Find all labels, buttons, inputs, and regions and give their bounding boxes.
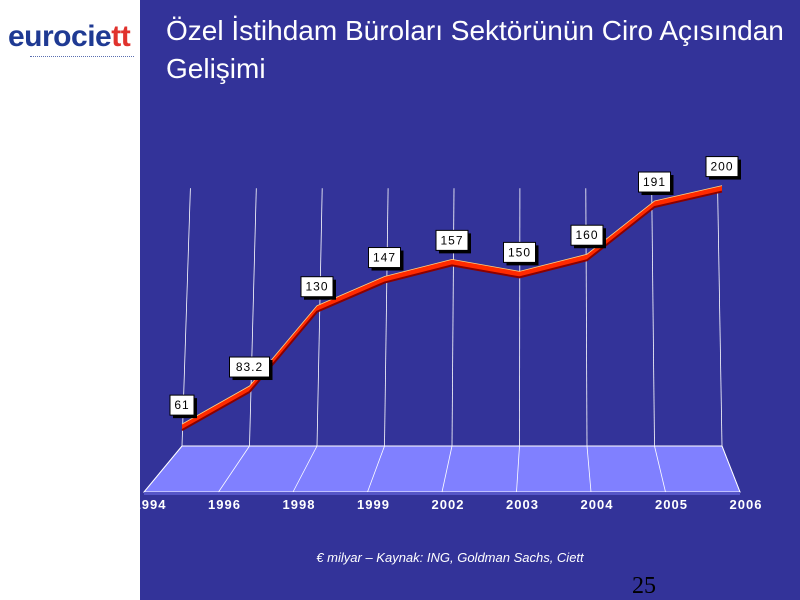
vertical-gridline xyxy=(651,188,655,447)
x-tick-label: 2006 xyxy=(730,497,763,512)
floor-gridline xyxy=(292,445,318,493)
x-tick-label: 1999 xyxy=(357,497,390,512)
chart-floor xyxy=(142,445,741,493)
value-label-box xyxy=(638,171,671,193)
x-tick-label: 1998 xyxy=(283,497,316,512)
slide-title: Özel İstihdam Büroları Sektörünün Ciro A… xyxy=(166,15,784,84)
logo-sidebar: eurociett xyxy=(0,0,140,600)
series-ribbon-highlight xyxy=(181,185,723,425)
value-label: 83.2 xyxy=(236,360,263,374)
page-number: 25 xyxy=(632,573,656,599)
value-label: 157 xyxy=(440,233,463,247)
x-tick-label: 1996 xyxy=(208,497,241,512)
floor-gridline xyxy=(721,445,741,493)
vertical-gridline xyxy=(717,188,723,447)
value-label: 191 xyxy=(643,175,666,189)
value-label-box xyxy=(229,356,270,378)
value-label-box xyxy=(300,276,334,298)
floor-gridline xyxy=(218,445,250,493)
value-label: 61 xyxy=(174,398,189,412)
eurociett-logo: eurociett xyxy=(8,20,131,53)
value-label: 130 xyxy=(305,280,328,294)
turnover-line-chart: 61 83.2 130 147 157 150 160 191 200 1994 1996 1998 1… xyxy=(140,156,763,512)
chart-floor-edge xyxy=(144,492,740,495)
value-label: 200 xyxy=(710,160,733,174)
value-label: 150 xyxy=(508,245,531,259)
vertical-gridline xyxy=(384,188,389,447)
value-label-box xyxy=(570,224,604,246)
x-tick-label: 2003 xyxy=(506,497,539,512)
floor-gridline xyxy=(367,445,385,493)
value-label-box xyxy=(368,247,401,269)
floor-gridline xyxy=(516,445,520,493)
series-ribbon-shadow xyxy=(181,190,723,431)
value-label: 160 xyxy=(575,228,598,242)
vertical-gridline xyxy=(451,188,455,447)
floor-gridline xyxy=(441,445,453,493)
floor-gridline xyxy=(654,445,666,493)
x-tick-label: 1994 xyxy=(140,497,166,512)
logo-tagline-dots xyxy=(30,56,134,60)
value-label-box xyxy=(169,394,195,416)
value-label-box xyxy=(503,241,536,263)
x-tick-label: 2004 xyxy=(581,497,614,512)
series-ribbon xyxy=(182,185,722,431)
value-label: 147 xyxy=(373,251,396,265)
source-footnote: € milyar – Kaynak: ING, Goldman Sachs, C… xyxy=(316,550,584,565)
x-tick-label: 2002 xyxy=(432,497,465,512)
slide-panel: Özel İstihdam Büroları Sektörünün Ciro A… xyxy=(140,0,800,600)
value-label-box xyxy=(435,229,469,251)
floor-gridline xyxy=(143,445,183,493)
vertical-gridline xyxy=(316,188,323,447)
value-label-box xyxy=(705,156,739,178)
vertical-gridline xyxy=(249,188,257,447)
floor-gridline xyxy=(586,445,592,493)
x-tick-label: 2005 xyxy=(655,497,688,512)
